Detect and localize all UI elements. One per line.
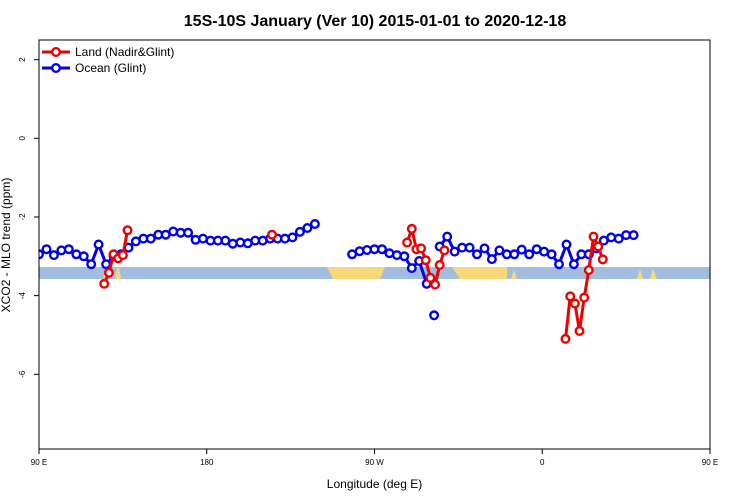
land-data-point bbox=[583, 265, 594, 276]
ocean-data-point bbox=[472, 249, 483, 260]
ocean-data-point bbox=[86, 259, 97, 270]
land-data-point bbox=[267, 229, 278, 240]
land-data-point bbox=[740, 280, 748, 288]
land-series-line bbox=[744, 230, 750, 283]
ocean-data-point bbox=[494, 245, 505, 256]
ocean-data-point bbox=[464, 242, 475, 253]
legend-land-label: Land (Nadir&Glint) bbox=[75, 45, 174, 59]
ocean-data-point bbox=[554, 259, 565, 270]
ocean-data-point bbox=[294, 226, 305, 237]
chart-title: 15S-10S January (Ver 10) 2015-01-01 to 2… bbox=[184, 13, 567, 30]
ocean-data-point bbox=[183, 227, 194, 238]
ocean-data-point bbox=[399, 251, 410, 262]
ocean-data-point bbox=[509, 249, 520, 260]
ocean-data-point bbox=[479, 243, 490, 254]
ocean-data-point bbox=[302, 222, 313, 233]
ocean-data-point bbox=[63, 244, 74, 255]
legend-ocean-label: Ocean (Glint) bbox=[75, 61, 146, 75]
land-data-point bbox=[597, 254, 608, 265]
ocean-data-point bbox=[406, 263, 417, 274]
y-tick-label: -6 bbox=[18, 370, 27, 378]
land-coverage-band bbox=[511, 270, 517, 279]
ocean-data-point bbox=[309, 218, 320, 229]
ocean-data-point bbox=[78, 251, 89, 262]
x-tick-label: 90 W bbox=[365, 458, 384, 467]
x-axis: 90 E 180 90 W 0 90 E bbox=[31, 449, 718, 467]
ocean-data-point bbox=[524, 249, 535, 260]
ocean-data-point bbox=[145, 233, 156, 244]
legend: Land (Nadir&Glint) Ocean (Glint) bbox=[42, 45, 174, 75]
x-axis-label: Longitude (deg E) bbox=[327, 477, 422, 491]
ocean-data-point bbox=[93, 239, 104, 250]
land-data-point bbox=[439, 245, 450, 256]
ocean-data-point bbox=[568, 259, 579, 270]
ocean-data-point bbox=[546, 249, 557, 260]
land-data-point bbox=[565, 291, 576, 302]
land-data-point bbox=[588, 231, 599, 242]
ocean-data-point bbox=[287, 232, 298, 243]
land-data-point bbox=[99, 278, 110, 289]
land-data-point bbox=[425, 272, 436, 283]
land-data-point bbox=[593, 241, 604, 252]
ocean-data-point bbox=[561, 239, 572, 250]
x-tick-label: 90 E bbox=[702, 458, 718, 467]
land-coverage-band bbox=[637, 269, 643, 279]
ocean-data-point bbox=[486, 254, 497, 265]
land-data-point bbox=[103, 267, 114, 278]
land-data-point bbox=[406, 223, 417, 234]
land-data-point bbox=[430, 279, 441, 290]
y-tick-label: -2 bbox=[18, 213, 27, 221]
coverage-band bbox=[39, 267, 710, 279]
land-data-point bbox=[122, 225, 133, 236]
land-data-point bbox=[416, 243, 427, 254]
land-data-point bbox=[579, 292, 590, 303]
x-tick-label: 0 bbox=[540, 458, 545, 467]
land-data-point bbox=[117, 250, 128, 261]
land-data-point bbox=[560, 333, 571, 344]
ocean-data-point bbox=[442, 231, 453, 242]
land-coverage-band bbox=[327, 267, 385, 279]
land-coverage-band bbox=[452, 267, 507, 279]
land-data-point bbox=[420, 255, 431, 266]
ocean-data-point bbox=[429, 310, 440, 321]
y-tick-label: -4 bbox=[18, 292, 27, 300]
land-coverage-band bbox=[115, 267, 121, 279]
land-coverage-band bbox=[650, 268, 657, 279]
land-data-point bbox=[434, 260, 445, 271]
y-tick-label: 2 bbox=[18, 57, 27, 62]
legend-land-marker bbox=[51, 47, 62, 58]
ocean-data-point bbox=[48, 250, 59, 261]
ocean-data-point bbox=[41, 244, 52, 255]
ocean-data-point bbox=[101, 259, 112, 270]
land-data-point bbox=[402, 237, 413, 248]
y-axis-label: XCO2 - MLO trend (ppm) bbox=[0, 178, 13, 313]
y-tick-label: 0 bbox=[18, 136, 27, 141]
ocean-data-point bbox=[628, 230, 639, 241]
land-data-point bbox=[574, 326, 585, 337]
y-axis: 2 0 -2 -4 -6 bbox=[18, 57, 39, 378]
ocean-data-point bbox=[613, 233, 624, 244]
x-tick-label: 180 bbox=[200, 458, 214, 467]
ocean-data-point bbox=[377, 244, 388, 255]
land-series bbox=[99, 223, 750, 344]
x-tick-label: 90 E bbox=[31, 458, 47, 467]
series-layer bbox=[39, 218, 750, 344]
land-data-point bbox=[569, 298, 580, 309]
legend-ocean-marker bbox=[51, 62, 62, 73]
ocean-data-point bbox=[516, 244, 527, 255]
ocean-data-point bbox=[449, 246, 460, 257]
